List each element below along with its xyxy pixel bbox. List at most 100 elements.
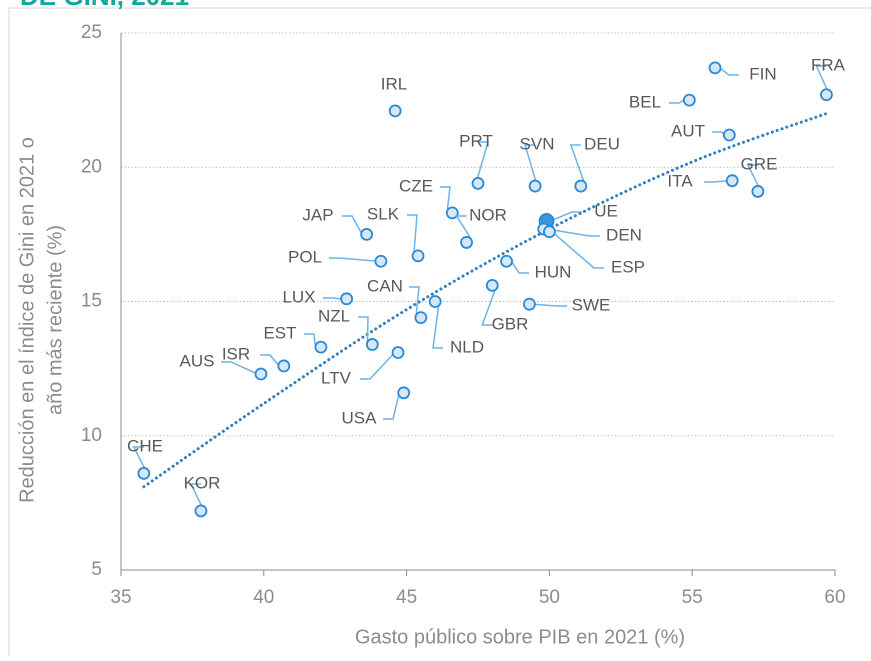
leader-line: [358, 316, 369, 341]
point-label: FRA: [811, 55, 846, 74]
leader-line: [260, 354, 279, 366]
point: [137, 466, 151, 480]
point-label: SVN: [520, 134, 555, 153]
leader-line: [329, 257, 375, 262]
leader-line: [132, 446, 145, 468]
leader-line: [481, 290, 496, 326]
leader-line: [549, 228, 600, 237]
y-axis-label-line: Reducción en el índice de Gini en 2021 o: [16, 137, 38, 503]
point: [194, 504, 208, 518]
point-label: NZL: [318, 306, 350, 325]
point-label: HUN: [535, 262, 572, 281]
leader-line: [342, 215, 362, 233]
y-tick-label: 5: [91, 559, 102, 580]
point: [277, 359, 291, 373]
point-label: POL: [288, 247, 322, 266]
point-label: IRL: [381, 74, 407, 93]
leader-line: [407, 214, 418, 252]
point-label: ESP: [611, 257, 645, 276]
leader-line: [569, 144, 585, 181]
point: [391, 346, 405, 359]
leader-line: [476, 141, 489, 178]
leader-line: [535, 303, 567, 307]
point-label: SLK: [367, 204, 400, 223]
point-label: CHE: [127, 436, 163, 455]
point: [460, 236, 473, 249]
point-label: LUX: [282, 287, 315, 306]
x-tick-label: 35: [110, 587, 131, 608]
leader-line: [304, 333, 316, 346]
y-tick-label: 25: [81, 22, 102, 43]
point: [574, 179, 588, 193]
leader-line: [554, 233, 604, 269]
leader-line: [360, 354, 394, 380]
leader-line: [511, 262, 529, 274]
x-tick-label: 40: [253, 587, 274, 608]
point-label: NLD: [450, 337, 484, 356]
x-tick-label: 60: [824, 587, 845, 608]
point: [820, 88, 833, 102]
point: [751, 185, 765, 198]
x-axis-label: Gasto público sobre PIB en 2021 (%): [355, 626, 685, 648]
leader-line: [189, 483, 202, 506]
point-label: JAP: [302, 205, 333, 224]
point: [397, 386, 411, 400]
point-label: EST: [263, 323, 296, 342]
chart-frame: [8, 7, 871, 661]
leader-line: [720, 68, 739, 76]
point: [340, 292, 354, 306]
point-label: CZE: [399, 176, 433, 195]
leader-line: [552, 211, 582, 221]
point-label: DEN: [606, 225, 642, 244]
point: [523, 297, 536, 311]
y-axis-label-line: año más reciente (%): [44, 225, 66, 415]
point: [388, 104, 402, 118]
point-label: AUS: [180, 351, 215, 370]
y-tick-label: 15: [81, 291, 102, 312]
chart-title: DE GINI, 2021: [20, 0, 189, 11]
x-tick-label: 55: [682, 587, 703, 608]
leader-line: [746, 164, 759, 186]
y-tick-label: 10: [81, 425, 102, 446]
leader-line: [409, 286, 420, 314]
point: [682, 93, 696, 107]
leader-line: [669, 99, 684, 104]
point-label: ISR: [222, 344, 250, 363]
leader-line: [432, 306, 443, 349]
point-label: NOR: [469, 205, 507, 224]
point: [725, 174, 739, 188]
leader-line: [383, 395, 400, 420]
point: [428, 295, 442, 308]
leader-line: [815, 65, 828, 90]
point-label: GRE: [741, 154, 778, 173]
leader-line: [704, 180, 727, 183]
point: [374, 254, 388, 268]
y-axis-label: Reducción en el índice de Gini en 2021 o…: [16, 137, 66, 503]
point-label: KOR: [184, 473, 221, 492]
leader-line: [323, 297, 341, 300]
point-label: BEL: [629, 92, 661, 111]
point: [414, 311, 428, 325]
point-label: GBR: [492, 314, 529, 333]
point: [445, 206, 459, 220]
point: [528, 179, 542, 193]
point-label: SWE: [572, 295, 611, 314]
point: [471, 176, 485, 190]
leader-line: [221, 361, 256, 374]
point: [254, 367, 268, 381]
point: [500, 254, 513, 268]
point-label: USA: [342, 408, 378, 427]
leader-line: [524, 144, 537, 181]
point-label: LTV: [321, 368, 352, 387]
point: [722, 128, 736, 142]
x-tick-label: 45: [396, 587, 417, 608]
point: [360, 227, 374, 241]
leader-line: [712, 131, 725, 135]
point-label: DEU: [584, 134, 620, 153]
point: [411, 249, 425, 263]
point-label: AUT: [671, 121, 705, 140]
x-tick-label: 50: [539, 587, 560, 608]
leader-line: [455, 215, 471, 239]
trend-line: [142, 112, 828, 489]
